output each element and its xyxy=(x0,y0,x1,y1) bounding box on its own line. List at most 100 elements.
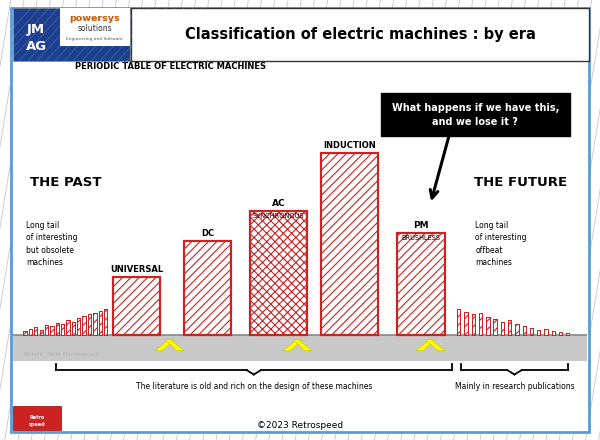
Bar xyxy=(88,314,91,335)
Polygon shape xyxy=(426,340,445,351)
Bar xyxy=(13,335,592,361)
Bar xyxy=(486,317,490,335)
Bar xyxy=(530,328,533,335)
Text: speed: speed xyxy=(29,422,46,427)
Bar xyxy=(523,326,526,335)
Bar xyxy=(501,322,504,335)
Bar xyxy=(29,329,32,335)
Bar xyxy=(93,313,97,335)
Bar xyxy=(508,320,511,335)
Bar xyxy=(40,330,43,335)
Bar xyxy=(40,330,43,335)
Bar xyxy=(34,327,37,335)
Bar xyxy=(104,309,107,335)
Text: SYNCHRONOUS: SYNCHRONOUS xyxy=(253,213,304,219)
Polygon shape xyxy=(416,340,435,351)
Bar xyxy=(184,241,231,335)
Bar xyxy=(508,320,511,335)
Bar xyxy=(104,309,107,335)
Bar xyxy=(515,324,518,335)
Bar xyxy=(397,233,445,335)
Bar xyxy=(45,325,48,335)
FancyBboxPatch shape xyxy=(380,93,570,136)
Text: JM: JM xyxy=(27,23,45,37)
FancyBboxPatch shape xyxy=(131,8,589,61)
Bar xyxy=(479,313,482,335)
Bar xyxy=(397,233,445,335)
Text: ©2023 Retrospeed: ©2023 Retrospeed xyxy=(257,422,343,430)
Text: PM: PM xyxy=(413,221,428,230)
Bar xyxy=(486,317,490,335)
Bar xyxy=(88,314,91,335)
Text: THE FUTURE: THE FUTURE xyxy=(474,176,567,189)
Bar xyxy=(61,324,64,335)
FancyBboxPatch shape xyxy=(13,406,61,430)
Bar xyxy=(250,211,307,335)
Text: Mainly in research publications: Mainly in research publications xyxy=(455,382,574,391)
Bar xyxy=(29,329,32,335)
Text: Engineering and Software: Engineering and Software xyxy=(67,37,123,41)
Text: AC: AC xyxy=(272,199,286,209)
Bar xyxy=(566,333,569,335)
Bar xyxy=(493,319,497,335)
Bar xyxy=(523,326,526,335)
Bar xyxy=(493,319,497,335)
Bar xyxy=(479,313,482,335)
Text: DC: DC xyxy=(201,229,214,238)
Bar xyxy=(544,329,548,335)
Bar xyxy=(77,318,80,335)
Bar xyxy=(50,326,53,335)
Bar xyxy=(464,312,468,335)
Bar xyxy=(61,324,64,335)
Bar xyxy=(67,320,70,335)
Polygon shape xyxy=(293,340,312,351)
Text: INDUCTION: INDUCTION xyxy=(323,141,376,150)
FancyBboxPatch shape xyxy=(13,8,130,61)
Bar xyxy=(82,316,86,335)
Text: Classification of electric machines : by era: Classification of electric machines : by… xyxy=(185,27,535,42)
Text: Retro: Retro xyxy=(29,414,45,420)
Text: solutions: solutions xyxy=(77,24,112,33)
Bar xyxy=(501,322,504,335)
Bar xyxy=(82,316,86,335)
Bar xyxy=(544,329,548,335)
Bar xyxy=(457,309,460,335)
Bar xyxy=(98,311,102,335)
Bar xyxy=(566,333,569,335)
Bar xyxy=(472,314,475,335)
Bar xyxy=(50,326,53,335)
Bar xyxy=(113,277,160,335)
Bar xyxy=(551,331,555,335)
Bar xyxy=(537,330,541,335)
Text: BRUSHLESS: BRUSHLESS xyxy=(401,235,440,241)
Bar xyxy=(77,318,80,335)
Bar xyxy=(56,323,59,335)
Text: What happens if we have this,
and we lose it ?: What happens if we have this, and we los… xyxy=(392,103,559,127)
Text: UNIVERSAL: UNIVERSAL xyxy=(110,265,163,274)
Bar xyxy=(322,153,378,335)
Bar xyxy=(250,211,307,335)
Polygon shape xyxy=(155,340,174,351)
Bar xyxy=(515,324,518,335)
Bar xyxy=(23,331,27,335)
Bar xyxy=(322,153,378,335)
Bar xyxy=(45,325,48,335)
Bar xyxy=(472,314,475,335)
Bar xyxy=(23,331,27,335)
Bar xyxy=(93,313,97,335)
Bar xyxy=(559,332,562,335)
Bar xyxy=(530,328,533,335)
Text: Long tail
of interesting
offbeat
machines: Long tail of interesting offbeat machine… xyxy=(475,221,527,268)
Bar xyxy=(551,331,555,335)
Text: PERIODIC TABLE OF ELECTRIC MACHINES: PERIODIC TABLE OF ELECTRIC MACHINES xyxy=(76,62,266,71)
Text: AG: AG xyxy=(25,40,47,53)
Bar xyxy=(98,311,102,335)
FancyBboxPatch shape xyxy=(60,8,130,46)
Text: Periodic_Table_Machines.vcd: Periodic_Table_Machines.vcd xyxy=(23,352,100,357)
Bar xyxy=(113,277,160,335)
Bar xyxy=(56,323,59,335)
Text: THE PAST: THE PAST xyxy=(29,176,101,189)
FancyBboxPatch shape xyxy=(11,8,589,432)
Bar xyxy=(67,320,70,335)
Text: The literature is old and rich on the design of these machines: The literature is old and rich on the de… xyxy=(136,382,372,391)
